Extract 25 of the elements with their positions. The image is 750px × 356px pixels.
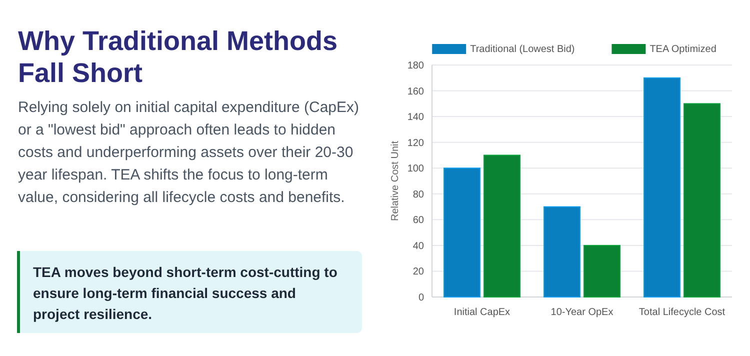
bar — [684, 103, 720, 298]
y-tick-label: 160 — [407, 86, 424, 98]
text: Why Traditional Methods Fall Short — [18, 26, 338, 88]
x-tick-label: Total Lifecycle Cost — [638, 307, 726, 318]
y-tick-label: 40 — [412, 240, 424, 252]
y-tick-label: 0 — [418, 292, 424, 304]
x-tick-label: 10-Year OpEx — [550, 307, 614, 318]
bar — [584, 244, 620, 298]
y-tick-label: 20 — [412, 266, 424, 278]
text: Relying solely on initial capital expenditure (CapEx) or a "lowest bid" approach often leads to hidden costs and underperforming assets over their 20-30 year lifespan. TEA shifts the focus to long-term value, considering all lifecycle costs and benefits. — [18, 99, 360, 206]
y-tick-label: 180 — [407, 60, 424, 72]
bar — [544, 206, 580, 298]
y-tick-label: 60 — [412, 215, 424, 226]
legend-label: Traditional (Lowest Bid) — [470, 44, 575, 55]
y-tick-label: 100 — [407, 164, 424, 175]
y-tick-label: 80 — [412, 189, 424, 200]
legend-label: TEA Optimized — [650, 44, 716, 55]
text: TEA moves beyond short-term cost-cutting to ensure long-term financial success and project resilience. — [33, 264, 338, 322]
bar — [644, 77, 680, 298]
y-axis-title: Relative Cost Unit — [390, 140, 401, 222]
y-tick-label: 120 — [407, 138, 424, 149]
bar — [484, 154, 520, 298]
bar — [444, 168, 480, 298]
y-tick-label: 140 — [407, 112, 424, 124]
x-tick-label: Initial CapEx — [454, 307, 510, 318]
